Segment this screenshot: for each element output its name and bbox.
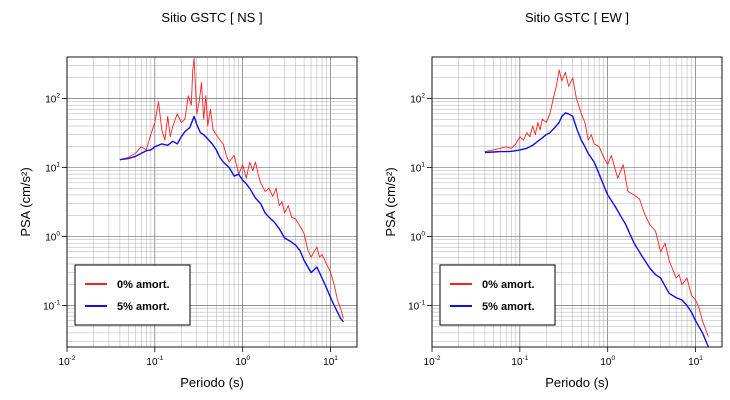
- legend-label: 5% amort.: [482, 301, 535, 313]
- chart-title: Sitio GSTC [ NS ]: [161, 10, 262, 25]
- x-tick-label: 101: [688, 355, 703, 368]
- chart-panel-ew: 10-2 10-1 100 101 10-1 100 101 102 Sitio GSTC [ …: [383, 10, 723, 390]
- legend: 0% amort. 5% amort.: [439, 264, 556, 326]
- x-tick-label: 100: [600, 355, 615, 368]
- chart-panel-ns: 10-2 10-1 100 101 10-1 100 101 102 Sitio GSTC [ …: [18, 10, 358, 390]
- x-tick-label: 10-2: [59, 355, 76, 368]
- y-tick-label: 102: [410, 93, 425, 106]
- legend-label: 0% amort.: [117, 279, 170, 291]
- y-tick-label: 10-1: [43, 299, 60, 312]
- y-tick-label: 102: [45, 93, 60, 106]
- y-tick-label: 101: [410, 162, 425, 175]
- y-tick-label: 10-1: [408, 299, 425, 312]
- legend-box: [439, 264, 556, 326]
- x-tick-label: 10-1: [146, 355, 163, 368]
- plot-frame: [66, 56, 358, 348]
- legend-label: 0% amort.: [482, 279, 535, 291]
- legend-label: 5% amort.: [117, 301, 170, 313]
- x-tick-label: 10-2: [424, 355, 441, 368]
- series-line-damped: [484, 112, 710, 348]
- series-line-undamped: [119, 58, 344, 319]
- y-tick-label: 100: [410, 230, 425, 243]
- series-line-damped: [119, 115, 344, 323]
- legend-box: [74, 264, 191, 326]
- x-tick-label: 100: [235, 355, 250, 368]
- y-tick-label: 100: [45, 230, 60, 243]
- plot-frame: [431, 56, 723, 348]
- y-axis-label: PSA (cm/s²): [383, 167, 398, 236]
- chart-title: Sitio GSTC [ EW ]: [525, 10, 629, 25]
- x-tick-label: 101: [323, 355, 338, 368]
- y-axis-label: PSA (cm/s²): [18, 167, 33, 236]
- x-tick-label: 10-1: [511, 355, 528, 368]
- legend: 0% amort. 5% amort.: [74, 264, 191, 326]
- x-axis-label: Periodo (s): [180, 375, 244, 390]
- x-axis-label: Periodo (s): [545, 375, 609, 390]
- y-tick-label: 101: [45, 162, 60, 175]
- series-line-undamped: [484, 69, 709, 338]
